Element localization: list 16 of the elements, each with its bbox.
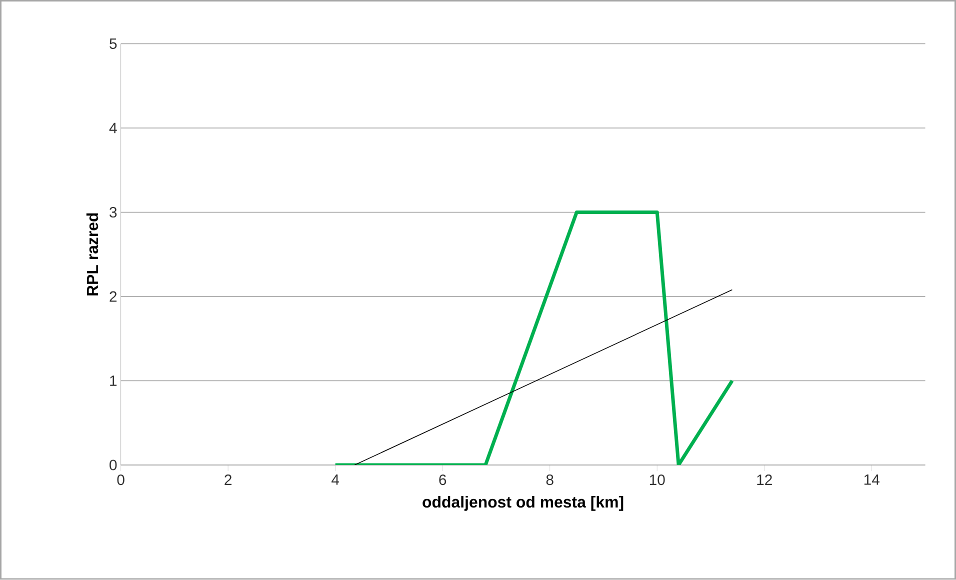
y-tick-label: 5 <box>110 38 117 50</box>
x-tick-label: 12 <box>757 474 772 486</box>
x-axis-title: oddaljenost od mesta [km] <box>422 496 624 511</box>
x-tick-label: 10 <box>650 474 665 486</box>
y-axis-title: RPL razred <box>86 213 98 296</box>
x-tick-label: 8 <box>546 474 554 486</box>
x-tick-label: 6 <box>439 474 446 486</box>
x-tick-label: 2 <box>224 474 232 486</box>
x-tick-label: 14 <box>864 474 880 485</box>
x-tick-label: 0 <box>117 474 124 486</box>
y-tick-label: 1 <box>110 376 117 386</box>
y-tick-label: 2 <box>110 291 117 302</box>
x-tick-label: 4 <box>332 474 340 485</box>
y-tick-label: 0 <box>110 460 117 470</box>
y-tick-label: 4 <box>109 122 117 134</box>
y-tick-label: 3 <box>110 207 117 218</box>
